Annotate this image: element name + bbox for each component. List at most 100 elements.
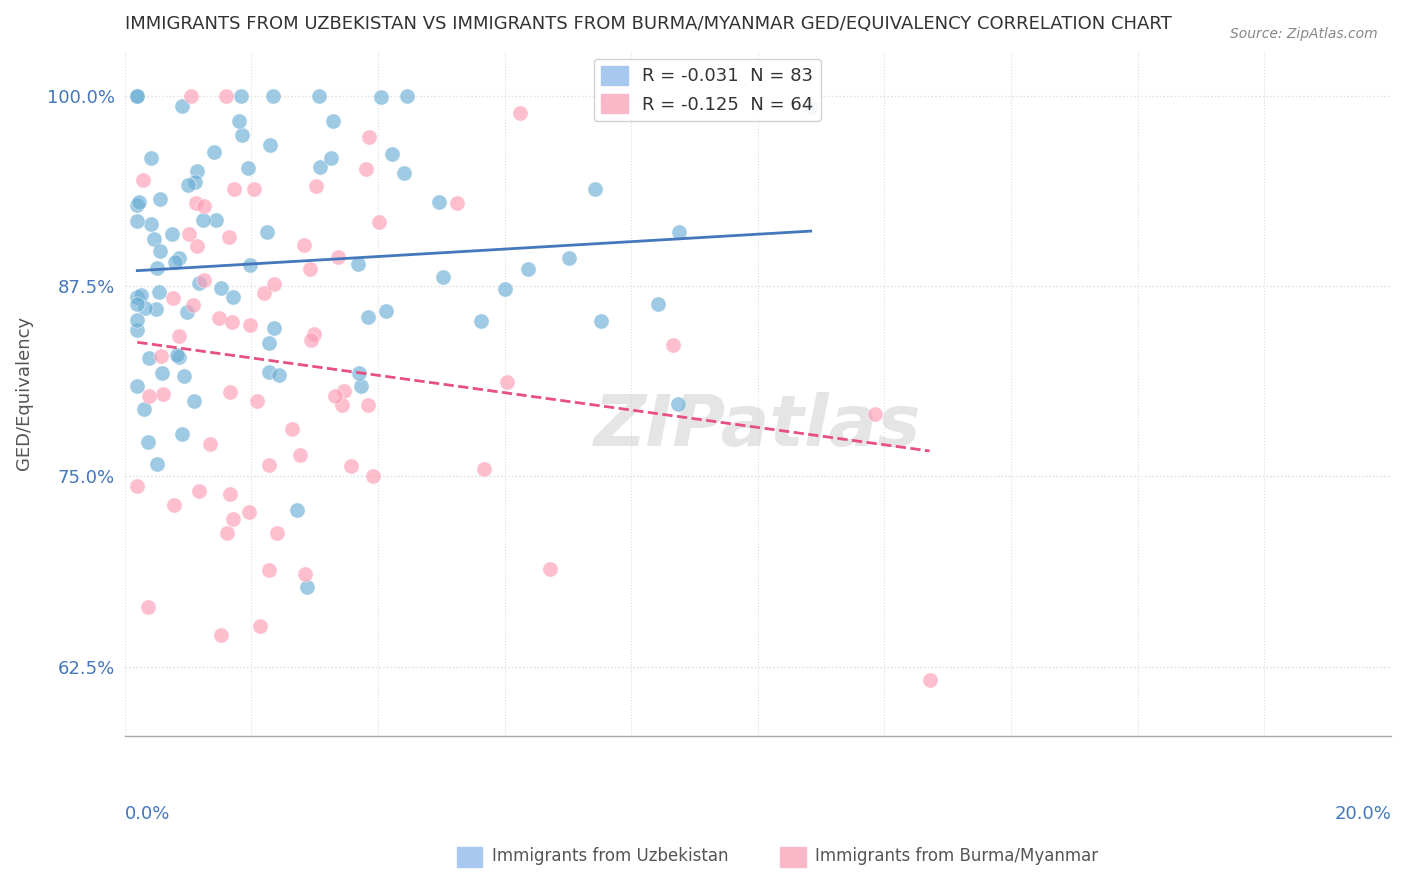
Point [191,213,214,227]
Point [392,166,415,180]
Point [381,146,404,161]
Point [308,88,330,103]
Point [193,273,215,287]
Point [138,389,160,403]
Point [350,379,373,393]
Point [127,313,149,327]
Point [661,338,683,352]
Point [357,310,380,325]
Point [557,251,579,265]
Point [263,277,285,291]
Point [359,129,381,144]
Point [361,469,384,483]
Point [494,282,516,296]
Point [193,199,215,213]
Text: Source: ZipAtlas.com: Source: ZipAtlas.com [1230,27,1378,41]
Point [136,599,159,614]
Point [127,478,149,492]
Point [127,290,149,304]
Point [127,379,149,393]
Point [141,217,163,231]
Point [162,291,184,305]
Point [302,326,325,341]
Point [668,225,690,239]
Point [288,448,311,462]
Point [186,163,208,178]
Point [238,505,260,519]
Point [221,512,243,526]
Point [918,673,941,687]
Point [145,301,167,316]
Point [263,321,285,335]
Point [495,375,517,389]
Point [134,301,156,315]
Point [470,314,492,328]
Point [257,366,280,380]
Point [330,398,353,412]
Point [209,281,232,295]
Text: IMMIGRANTS FROM UZBEKISTAN VS IMMIGRANTS FROM BURMA/MYANMAR GED/EQUIVALENCY CORR: IMMIGRANTS FROM UZBEKISTAN VS IMMIGRANTS… [125,15,1171,33]
Point [239,258,262,272]
Point [249,619,271,633]
Point [246,394,269,409]
Point [141,152,163,166]
Y-axis label: GED/Equivalency: GED/Equivalency [15,316,32,470]
Point [432,269,454,284]
Point [446,196,468,211]
Point [375,303,398,318]
Point [187,276,209,290]
Point [354,162,377,177]
Point [294,566,316,581]
Point [340,458,363,473]
Point [257,458,280,472]
Legend: R = -0.031  N = 83, R = -0.125  N = 64: R = -0.031 N = 83, R = -0.125 N = 64 [593,59,821,121]
Point [215,88,238,103]
Point [305,178,328,193]
Point [229,88,252,103]
Point [127,88,149,103]
Point [326,250,349,264]
Point [292,238,315,252]
Point [253,285,276,300]
Point [322,114,344,128]
Point [370,90,392,104]
Point [143,232,166,246]
Point [129,288,152,302]
Point [169,350,191,364]
Point [186,239,208,253]
Point [259,137,281,152]
Point [127,197,149,211]
Point [172,98,194,112]
Point [299,261,322,276]
Point [198,437,221,451]
Point [218,229,240,244]
Point [228,114,250,128]
Text: 0.0%: 0.0% [125,805,170,823]
Point [149,244,172,258]
Point [222,290,245,304]
Point [169,329,191,343]
Point [180,88,202,103]
Point [863,407,886,421]
Point [217,525,239,540]
Point [666,397,689,411]
Point [321,151,343,165]
Point [160,227,183,242]
Point [148,285,170,299]
Point [269,368,291,382]
Point [138,435,160,450]
Text: Immigrants from Burma/Myanmar: Immigrants from Burma/Myanmar [815,847,1098,865]
Point [173,368,195,383]
Point [132,401,155,416]
Point [163,499,186,513]
Point [281,422,304,436]
Point [333,384,356,399]
Point [219,385,242,400]
Point [127,214,149,228]
Point [262,89,284,103]
Point [163,254,186,268]
Point [224,182,246,196]
Point [231,128,253,143]
Point [176,305,198,319]
Point [166,348,188,362]
